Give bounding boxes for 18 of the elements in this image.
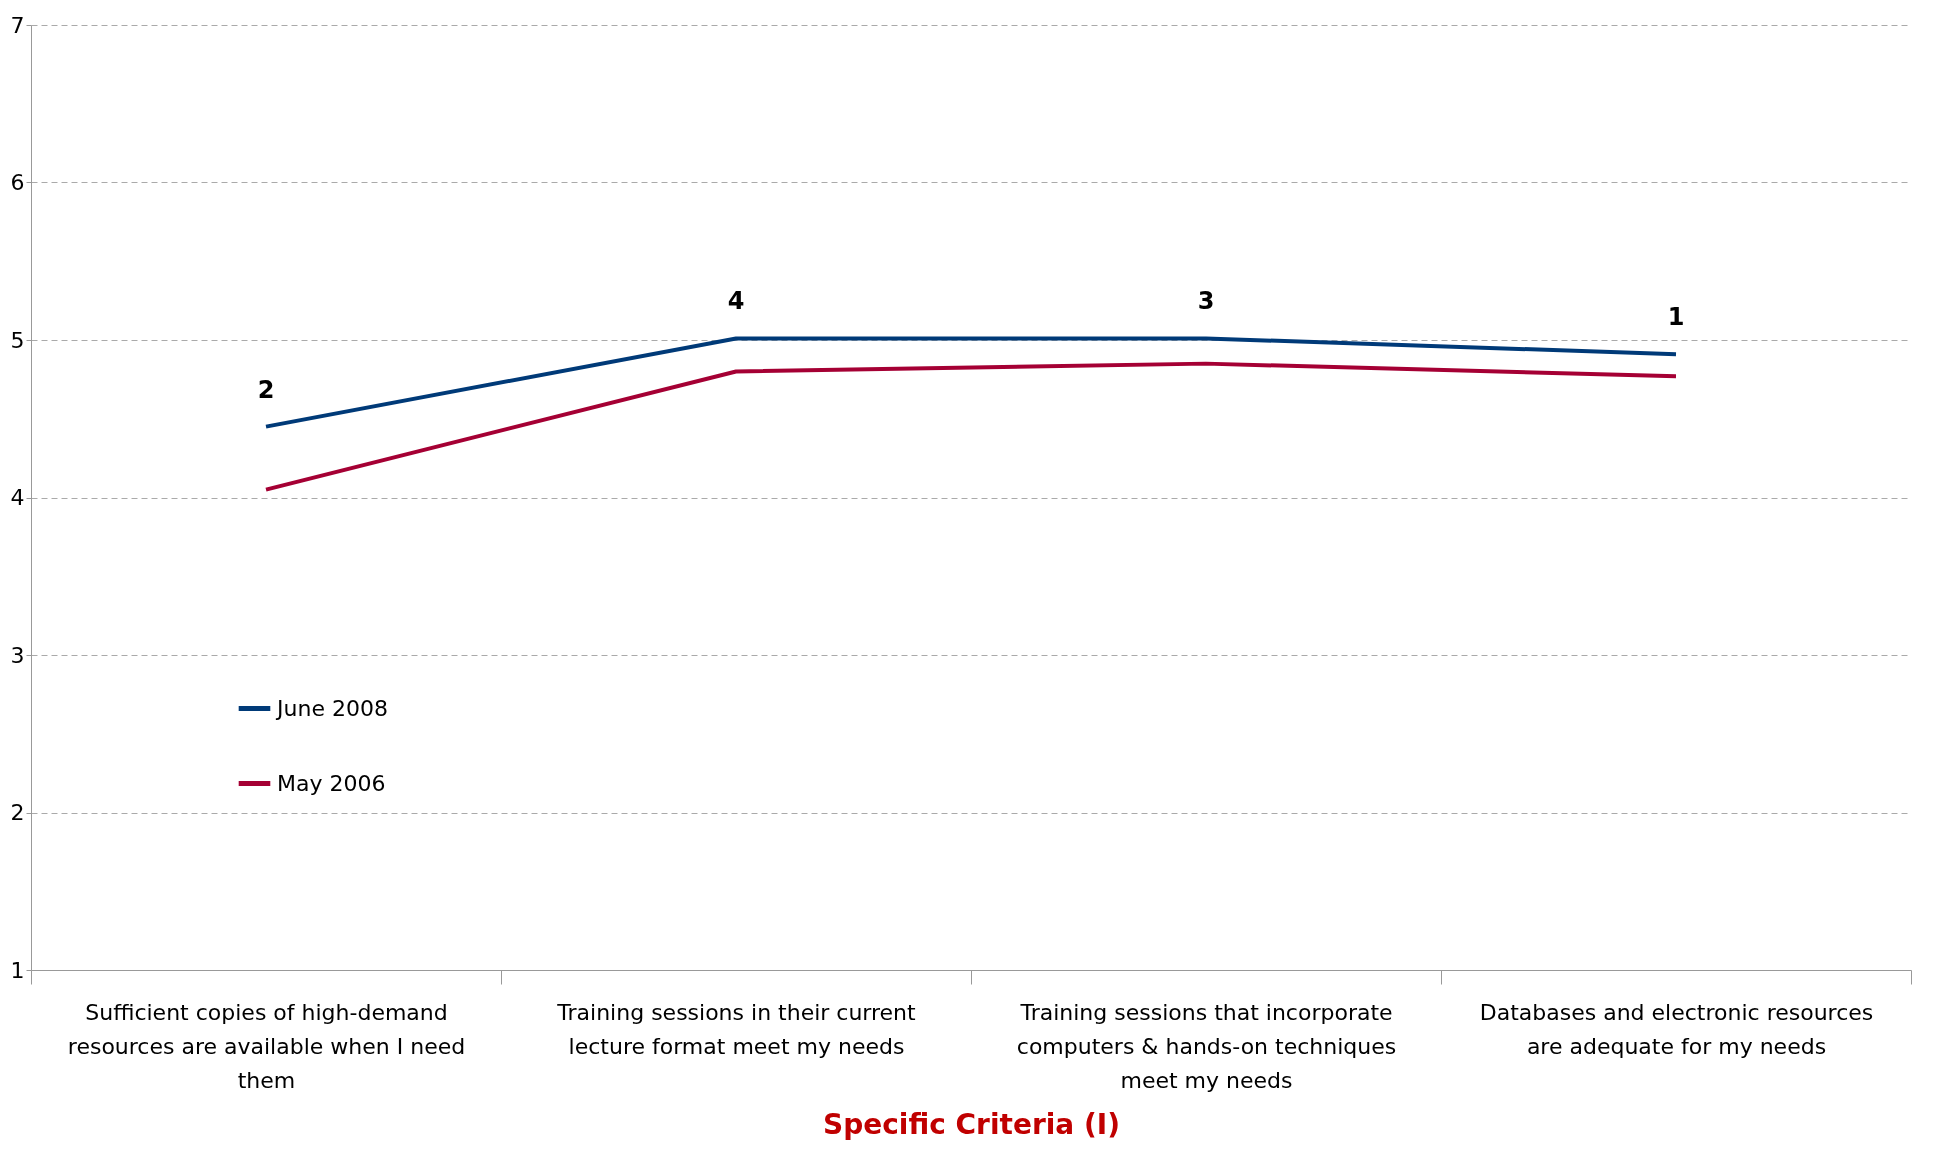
x-tick-label: Training sessions in their current lecture format meet my needs	[556, 999, 917, 1059]
legend-label: May 2006	[277, 770, 386, 796]
x-tick-label: Training sessions that incorporate computers & hands-on techniques meet my needs	[1016, 999, 1397, 1093]
annotation: 3	[1197, 287, 1215, 316]
y-tick-label: 2	[10, 800, 25, 825]
x-axis-title: Specific Criteria (I)	[823, 1107, 1120, 1141]
y-tick-label: 7	[10, 12, 25, 38]
annotation: 1	[1667, 303, 1685, 332]
y-tick-label: 6	[10, 170, 25, 195]
y-tick-label: 3	[10, 642, 25, 668]
legend-label: June 2008	[275, 695, 388, 721]
y-tick-label: 4	[10, 485, 25, 510]
y-tick-label: 5	[10, 327, 25, 353]
x-tick-label: Databases and electronic resources are adequate for my needs	[1479, 999, 1874, 1059]
annotation: 2	[257, 375, 275, 404]
y-tick-label: 1	[10, 957, 25, 983]
annotation: 4	[727, 287, 745, 316]
x-tick-label: Sufficient copies of high-demand resources are available when I need them	[67, 999, 466, 1093]
